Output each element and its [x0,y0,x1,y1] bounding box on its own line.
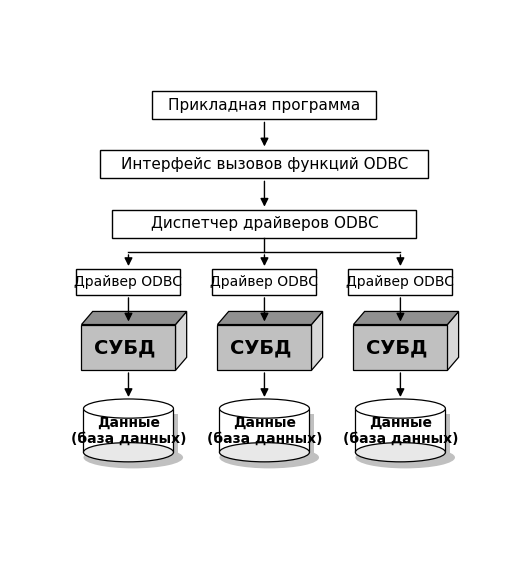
FancyBboxPatch shape [153,91,377,119]
FancyBboxPatch shape [224,414,314,458]
FancyBboxPatch shape [88,414,178,458]
Text: Драйвер ODBC: Драйвер ODBC [74,275,183,289]
FancyBboxPatch shape [213,269,316,295]
Text: СУБД: СУБД [94,338,156,357]
Text: Драйвер ODBC: Драйвер ODBC [346,275,455,289]
Ellipse shape [356,399,445,418]
Text: Данные
(база данных): Данные (база данных) [207,415,322,446]
Text: Данные
(база данных): Данные (база данных) [71,415,186,446]
Ellipse shape [219,399,310,418]
Polygon shape [447,311,459,370]
Polygon shape [312,311,322,370]
Ellipse shape [84,399,173,418]
Text: Данные
(база данных): Данные (база данных) [343,415,458,446]
FancyBboxPatch shape [353,324,447,370]
FancyBboxPatch shape [219,409,310,452]
FancyBboxPatch shape [101,150,428,178]
Polygon shape [217,311,322,324]
FancyBboxPatch shape [84,409,173,452]
FancyBboxPatch shape [348,269,453,295]
Text: Драйвер ODBC: Драйвер ODBC [211,275,318,289]
Ellipse shape [84,447,183,468]
Ellipse shape [356,443,445,462]
Text: СУБД: СУБД [231,338,292,357]
Polygon shape [175,311,187,370]
FancyBboxPatch shape [112,210,416,238]
Ellipse shape [356,447,455,468]
FancyBboxPatch shape [356,409,445,452]
Text: Диспетчер драйверов ODBC: Диспетчер драйверов ODBC [151,217,378,231]
Ellipse shape [219,447,319,468]
Polygon shape [82,311,187,324]
Text: Прикладная программа: Прикладная программа [168,98,361,113]
Ellipse shape [84,443,173,462]
FancyBboxPatch shape [76,269,181,295]
FancyBboxPatch shape [360,414,450,458]
FancyBboxPatch shape [217,324,312,370]
Ellipse shape [219,443,310,462]
Text: Интерфейс вызовов функций ODBC: Интерфейс вызовов функций ODBC [121,156,408,172]
Polygon shape [353,311,459,324]
FancyBboxPatch shape [82,324,175,370]
Text: СУБД: СУБД [366,338,428,357]
